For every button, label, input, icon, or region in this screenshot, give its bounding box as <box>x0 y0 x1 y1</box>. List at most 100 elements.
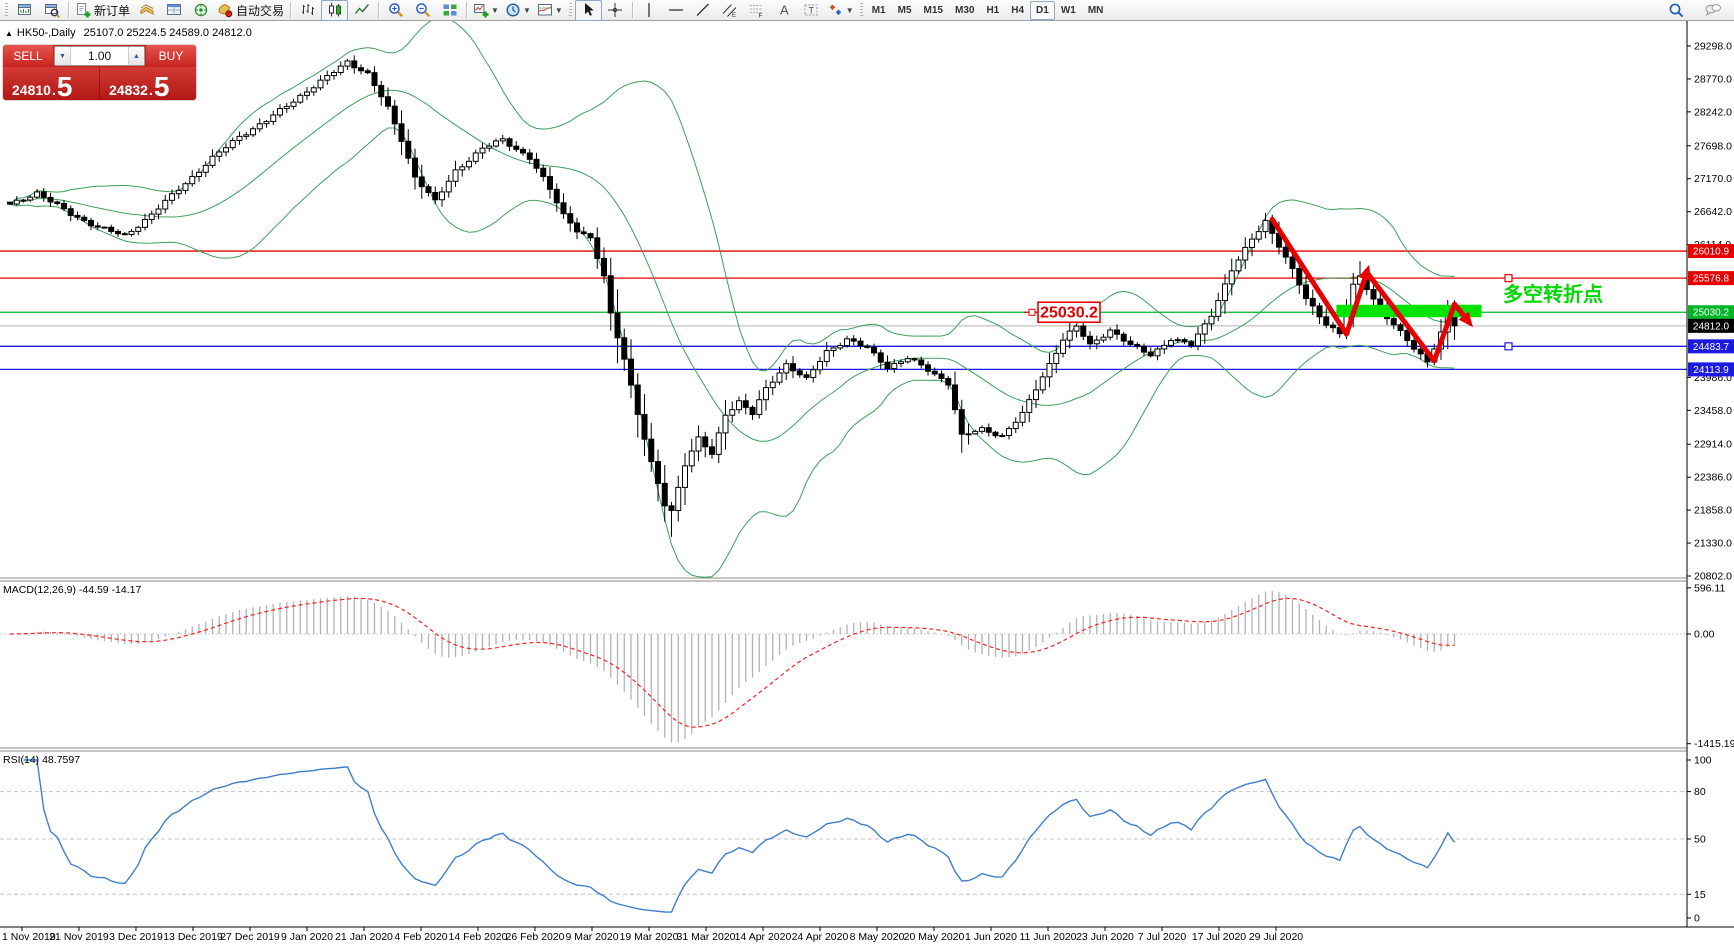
svg-text:29298.0: 29298.0 <box>1694 40 1732 52</box>
volume-increase-button[interactable]: ▲ <box>128 47 144 65</box>
macd-indicator-label: MACD(12,26,9) -44.59 -14.17 <box>3 584 142 596</box>
timeframe-mn-button[interactable]: MN <box>1087 4 1104 16</box>
svg-text:23 Jun 2020: 23 Jun 2020 <box>1076 931 1134 943</box>
navigator-icon[interactable] <box>187 0 214 21</box>
svg-text:24812.0: 24812.0 <box>1693 321 1730 332</box>
svg-text:14 Apr 2020: 14 Apr 2020 <box>735 931 792 943</box>
arrows-icon[interactable]: ▼ <box>825 0 857 21</box>
svg-text:E: E <box>732 13 736 18</box>
line-selection-handle[interactable] <box>1504 342 1513 351</box>
buy-price-pip: 5 <box>153 71 170 101</box>
chart-canvas[interactable]: 25030.2 多空转折点 29298.0 28770.0 28242.0 27698.0… <box>0 16 1734 943</box>
crosshair-icon[interactable] <box>602 0 629 21</box>
svg-text:9 Mar 2020: 9 Mar 2020 <box>565 931 618 943</box>
svg-text:0.00: 0.00 <box>1694 629 1715 641</box>
svg-text:80: 80 <box>1694 786 1706 798</box>
turning-point-annotation[interactable]: 多空转折点 <box>1503 282 1603 306</box>
bollinger-lower-band <box>9 127 1455 578</box>
macd-panel <box>0 590 1687 743</box>
svg-text:T: T <box>809 6 815 16</box>
text-icon[interactable]: A <box>771 0 798 21</box>
price-tag-annotation[interactable]: 25030.2 <box>1024 301 1101 324</box>
collapse-marker-icon[interactable]: ▲ <box>5 29 13 38</box>
timeframe-h1-button[interactable]: H1 <box>986 4 1000 16</box>
svg-text:26642.0: 26642.0 <box>1694 206 1732 218</box>
svg-text:27698.0: 27698.0 <box>1694 140 1732 152</box>
new-chart-icon[interactable] <box>11 0 38 21</box>
toolbar-grip <box>859 3 863 17</box>
svg-text:4 Feb 2020: 4 Feb 2020 <box>394 931 447 943</box>
volume-value[interactable]: 1.00 <box>87 49 112 63</box>
svg-text:28242.0: 28242.0 <box>1694 106 1732 118</box>
svg-text:17 Jul 2020: 17 Jul 2020 <box>1192 931 1246 943</box>
timeframe-m15-button[interactable]: M15 <box>923 4 943 16</box>
timeframe-d1-button[interactable]: D1 <box>1030 0 1055 20</box>
svg-text:26010.9: 26010.9 <box>1693 247 1730 258</box>
buy-price[interactable]: 24832. 5 <box>99 67 196 100</box>
tile-windows-icon[interactable] <box>436 0 463 21</box>
svg-text:1 Nov 2019: 1 Nov 2019 <box>2 931 56 943</box>
zoom-in-icon[interactable] <box>382 0 409 21</box>
chat-icon[interactable] <box>1699 0 1726 21</box>
periods-icon[interactable]: ▼ <box>502 0 534 21</box>
chart-window[interactable]: ▲ HK50-,Daily 25107.0 25224.5 24589.0 2481… <box>0 16 1734 943</box>
templates-icon[interactable]: ▼ <box>534 0 566 21</box>
chevron-down-icon[interactable]: ▼ <box>554 5 563 15</box>
volume-decrease-button[interactable]: ▼ <box>55 47 71 65</box>
svg-text:29 Jul 2020: 29 Jul 2020 <box>1249 931 1303 943</box>
search-icon[interactable] <box>1662 0 1689 21</box>
candlestick-series <box>7 55 1458 537</box>
timeframe-w1-button[interactable]: W1 <box>1060 4 1076 16</box>
sell-price[interactable]: 24810. 5 <box>3 67 99 101</box>
buy-button[interactable]: BUY <box>146 45 196 67</box>
data-window-icon[interactable] <box>160 0 187 21</box>
fibonacci-icon[interactable]: F <box>744 0 771 21</box>
svg-text:F: F <box>759 13 763 19</box>
indicators-icon[interactable]: ▼ <box>470 0 502 21</box>
zoom-out-icon[interactable] <box>409 0 436 21</box>
sell-button[interactable]: SELL <box>3 45 53 67</box>
svg-text:23458.0: 23458.0 <box>1694 405 1732 417</box>
panel-frames <box>0 21 1734 928</box>
bar-chart-icon[interactable] <box>294 0 321 21</box>
highlight-band-annotation[interactable] <box>1336 304 1482 318</box>
chart-symbol-period: HK50-,Daily <box>16 27 76 39</box>
cursor-icon[interactable] <box>574 0 602 21</box>
price-axis[interactable]: 29298.0 28770.0 28242.0 27698.0 27170.0 26642… <box>1687 40 1734 925</box>
chevron-down-icon[interactable]: ▼ <box>522 5 531 15</box>
sell-price-dot: . <box>51 82 56 98</box>
line-chart-icon[interactable] <box>348 0 375 21</box>
trendline-icon[interactable] <box>690 0 717 21</box>
volume-stepper: ▼ 1.00 ▲ <box>54 46 145 66</box>
bollinger-middle-band <box>9 89 1455 442</box>
text-label-icon[interactable]: T <box>798 0 825 21</box>
chevron-down-icon[interactable]: ▼ <box>845 5 854 15</box>
svg-text:7 Jul 2020: 7 Jul 2020 <box>1138 931 1187 943</box>
vertical-line-icon[interactable] <box>636 0 663 21</box>
toolbar-separator <box>68 2 69 18</box>
chevron-down-icon[interactable]: ▼ <box>491 5 499 15</box>
timeframe-m5-button[interactable]: M5 <box>897 4 912 16</box>
market-watch-icon[interactable] <box>133 0 160 21</box>
profiles-icon[interactable] <box>38 0 65 21</box>
svg-text:9 Jan 2020: 9 Jan 2020 <box>281 931 333 943</box>
one-click-trading-panel: SELL ▼ 1.00 ▲ BUY 24810. 5 24832. 5 <box>3 45 196 100</box>
svg-text:11 Jun 2020: 11 Jun 2020 <box>1019 931 1076 943</box>
timeframe-m1-button[interactable]: M1 <box>871 4 886 16</box>
svg-text:26 Feb 2020: 26 Feb 2020 <box>506 931 565 943</box>
svg-text:25030.2: 25030.2 <box>1693 308 1730 319</box>
rsi-panel <box>0 759 1687 913</box>
bollinger-bands <box>9 16 1455 578</box>
toolbar-separator <box>378 2 380 18</box>
channel-icon[interactable]: E <box>717 0 744 21</box>
timeframe-h4-button[interactable]: H4 <box>1011 4 1025 16</box>
zigzag-trend-arrows[interactable] <box>1269 216 1474 364</box>
candle-chart-icon[interactable] <box>321 0 349 21</box>
new-order-button[interactable]: 新订单 <box>72 0 133 21</box>
anchor-handle[interactable] <box>1028 308 1036 316</box>
timeframe-m30-button[interactable]: M30 <box>954 4 975 16</box>
horizontal-line-icon[interactable] <box>663 0 690 21</box>
line-selection-handle[interactable] <box>1504 274 1513 283</box>
autotrading-button[interactable]: 自动交易 <box>214 0 287 21</box>
